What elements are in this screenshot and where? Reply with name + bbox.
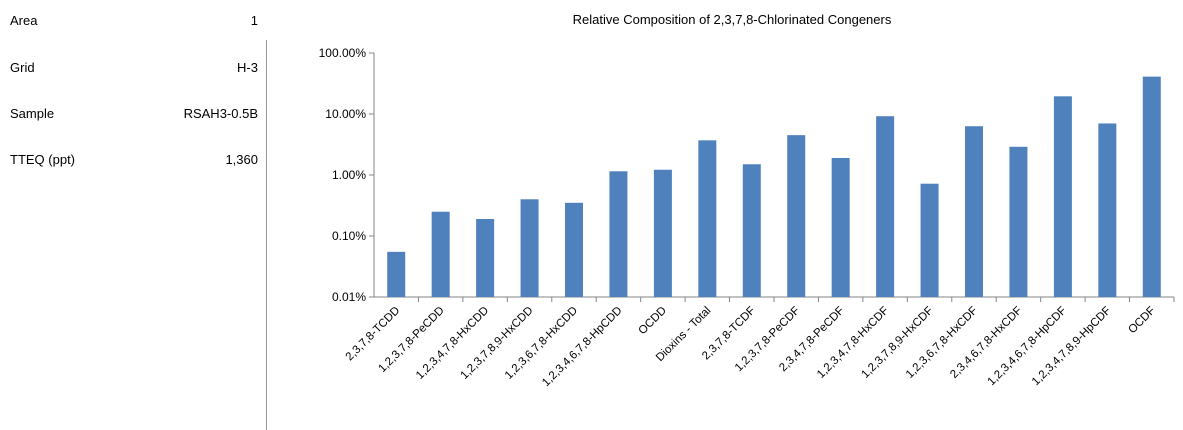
bar [653,169,672,297]
grid-label: Grid [10,60,35,75]
x-tick-label: 1,2,3,4,6,7,8-HpCDF [985,305,1069,389]
x-tick-labels: 2,3,7,8-TCDD1,2,3,7,8-PeCDD1,2,3,4,7,8-H… [344,305,1158,389]
chart-bars [387,76,1161,298]
sample-label: Sample [10,106,55,121]
bar [876,116,895,297]
bar [609,171,628,297]
info-row-area: Area 1 [10,13,258,33]
bar [920,183,939,297]
bar [520,199,539,297]
bar [742,164,761,297]
bar [787,135,806,297]
x-tick-label: 1,2,3,4,7,8,9-HpCDF [1030,305,1114,389]
grid-value: H-3 [237,60,258,75]
chart-axes [369,52,1175,302]
y-tick-label: 1.00% [332,168,366,182]
bar [1053,96,1072,297]
bar [698,140,717,297]
bar [565,202,583,297]
info-row-tteq: TTEQ (ppt) 1,360 [10,152,258,172]
panel-divider [266,40,267,430]
bar [1142,76,1161,298]
bar [431,211,450,297]
area-label: Area [10,13,38,28]
bar [831,157,850,297]
info-row-grid: Grid H-3 [10,60,258,80]
bar [387,251,406,297]
tteq-value: 1,360 [225,152,258,167]
y-tick-label: 10.00% [325,107,366,121]
info-row-sample: Sample RSAH3-0.5B [10,106,258,126]
area-value: 1 [250,13,258,28]
sample-value: RSAH3-0.5B [183,106,258,121]
bar [476,218,495,297]
chart-title: Relative Composition of 2,3,7,8-Chlorina… [573,12,892,27]
x-tick-label: OCDD [637,305,669,337]
y-tick-label: 0.10% [332,229,366,243]
sample-info-panel: Area 1 Grid H-3 Sample RSAH3-0.5B TTEQ (… [0,0,266,430]
y-tick-label: 0.01% [332,290,366,304]
x-tick-label: 1,2,3,4,6,7,8-HpCDD [540,305,624,389]
bar [1009,146,1028,297]
tteq-label: TTEQ (ppt) [10,152,76,167]
x-tick-label: OCDF [1126,305,1158,337]
y-tick-labels: 100.00% 10.00% 1.00% 0.10% 0.01% [319,46,367,304]
bar [965,126,983,297]
bar [1098,123,1117,297]
y-tick-label: 100.00% [319,46,367,60]
